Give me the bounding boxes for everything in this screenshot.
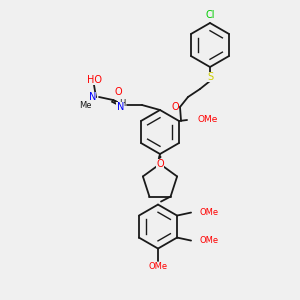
Text: N: N [117, 102, 124, 112]
Text: HO: HO [86, 75, 101, 85]
Text: OMe: OMe [199, 208, 218, 217]
Text: OMe: OMe [148, 262, 168, 271]
Text: Cl: Cl [205, 10, 215, 20]
Text: O: O [156, 159, 164, 169]
Text: OMe: OMe [197, 115, 218, 124]
Text: S: S [207, 72, 213, 82]
Text: O: O [171, 102, 179, 112]
Text: O: O [114, 87, 122, 97]
Text: N: N [88, 92, 96, 102]
Text: H: H [119, 98, 125, 107]
Text: Me: Me [79, 101, 91, 110]
Text: OMe: OMe [199, 236, 218, 245]
